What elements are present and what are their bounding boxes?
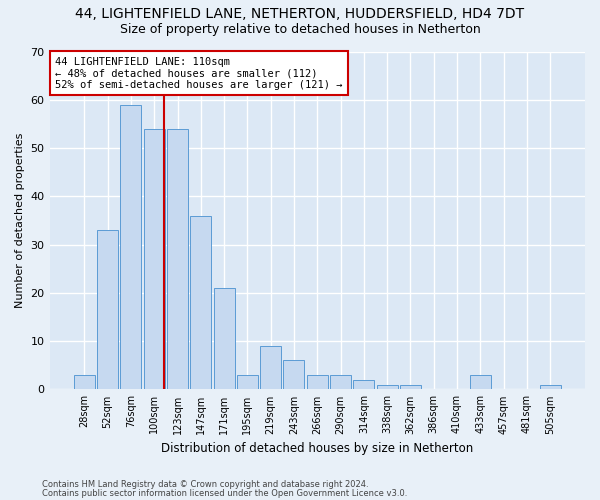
Y-axis label: Number of detached properties: Number of detached properties <box>15 133 25 308</box>
Bar <box>237 375 258 390</box>
Text: Contains public sector information licensed under the Open Government Licence v3: Contains public sector information licen… <box>42 488 407 498</box>
Bar <box>307 375 328 390</box>
Bar <box>353 380 374 390</box>
Bar <box>74 375 95 390</box>
Text: Size of property relative to detached houses in Netherton: Size of property relative to detached ho… <box>119 22 481 36</box>
Bar <box>539 384 560 390</box>
Bar <box>330 375 351 390</box>
Bar <box>283 360 304 390</box>
Bar <box>470 375 491 390</box>
Bar <box>190 216 211 390</box>
Bar <box>121 104 142 390</box>
Bar <box>400 384 421 390</box>
Text: Contains HM Land Registry data © Crown copyright and database right 2024.: Contains HM Land Registry data © Crown c… <box>42 480 368 489</box>
Bar <box>167 128 188 390</box>
Text: 44, LIGHTENFIELD LANE, NETHERTON, HUDDERSFIELD, HD4 7DT: 44, LIGHTENFIELD LANE, NETHERTON, HUDDER… <box>76 8 524 22</box>
X-axis label: Distribution of detached houses by size in Netherton: Distribution of detached houses by size … <box>161 442 473 455</box>
Bar <box>97 230 118 390</box>
Bar <box>377 384 398 390</box>
Bar <box>260 346 281 390</box>
Bar <box>144 128 165 390</box>
Bar <box>214 288 235 390</box>
Text: 44 LIGHTENFIELD LANE: 110sqm
← 48% of detached houses are smaller (112)
52% of s: 44 LIGHTENFIELD LANE: 110sqm ← 48% of de… <box>55 56 343 90</box>
